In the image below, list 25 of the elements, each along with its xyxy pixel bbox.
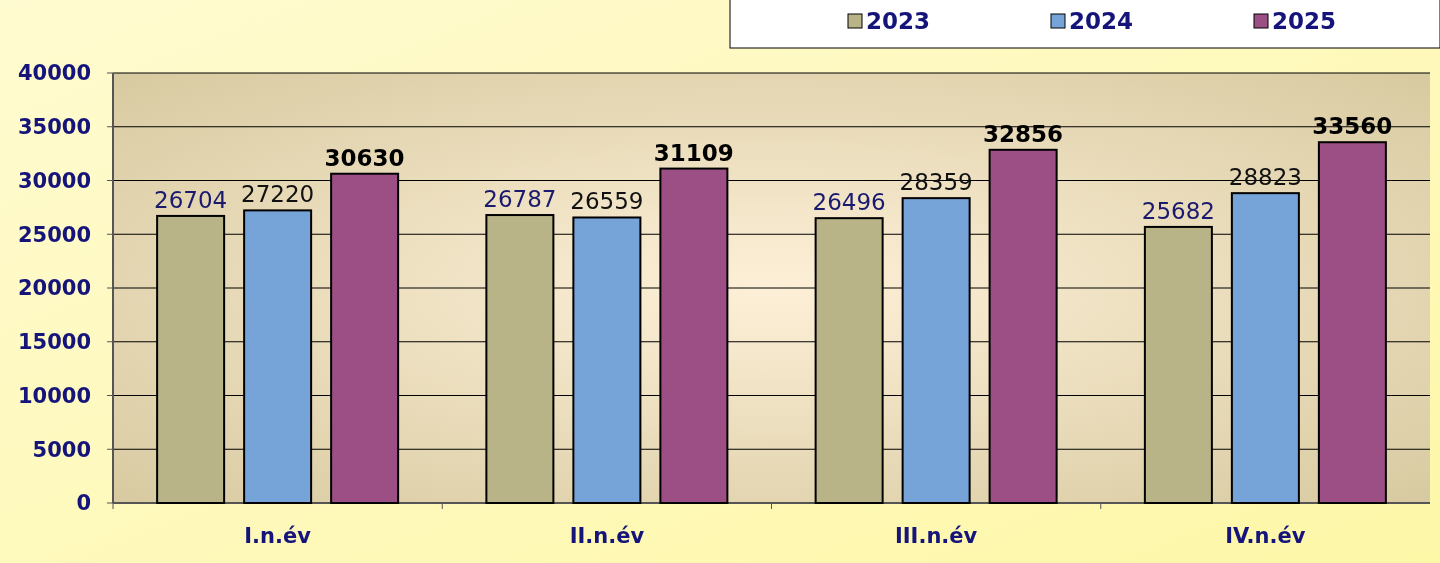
data-label: 31109: [653, 139, 734, 166]
data-label: 26704: [154, 186, 228, 213]
data-label: 26787: [483, 186, 557, 213]
y-tick-label: 5000: [32, 437, 91, 462]
data-label: 26559: [570, 188, 644, 215]
y-tick-label: 35000: [17, 115, 91, 140]
data-label: 32856: [983, 120, 1064, 147]
data-label: 25682: [1141, 197, 1215, 224]
y-tick-label: 30000: [17, 168, 91, 193]
y-tick-label: 20000: [17, 276, 91, 301]
data-label: 27220: [241, 181, 315, 208]
x-tick-label: IV.n.év: [1225, 524, 1306, 548]
x-tick-label: III.n.év: [894, 524, 978, 548]
data-label: 26496: [812, 189, 886, 216]
y-tick-label: 40000: [17, 61, 91, 86]
y-tick-label: 15000: [17, 330, 91, 355]
y-tick-label: 10000: [17, 383, 91, 408]
legend-label: 2023: [866, 8, 931, 35]
x-tick-label: I.n.év: [244, 524, 312, 548]
data-label: 30630: [324, 144, 405, 171]
x-tick-label: II.n.év: [569, 524, 645, 548]
legend-label: 2025: [1272, 8, 1337, 35]
y-tick-label: 0: [76, 491, 91, 516]
legend-label: 2024: [1069, 8, 1134, 35]
y-tick-label: 25000: [17, 222, 91, 247]
